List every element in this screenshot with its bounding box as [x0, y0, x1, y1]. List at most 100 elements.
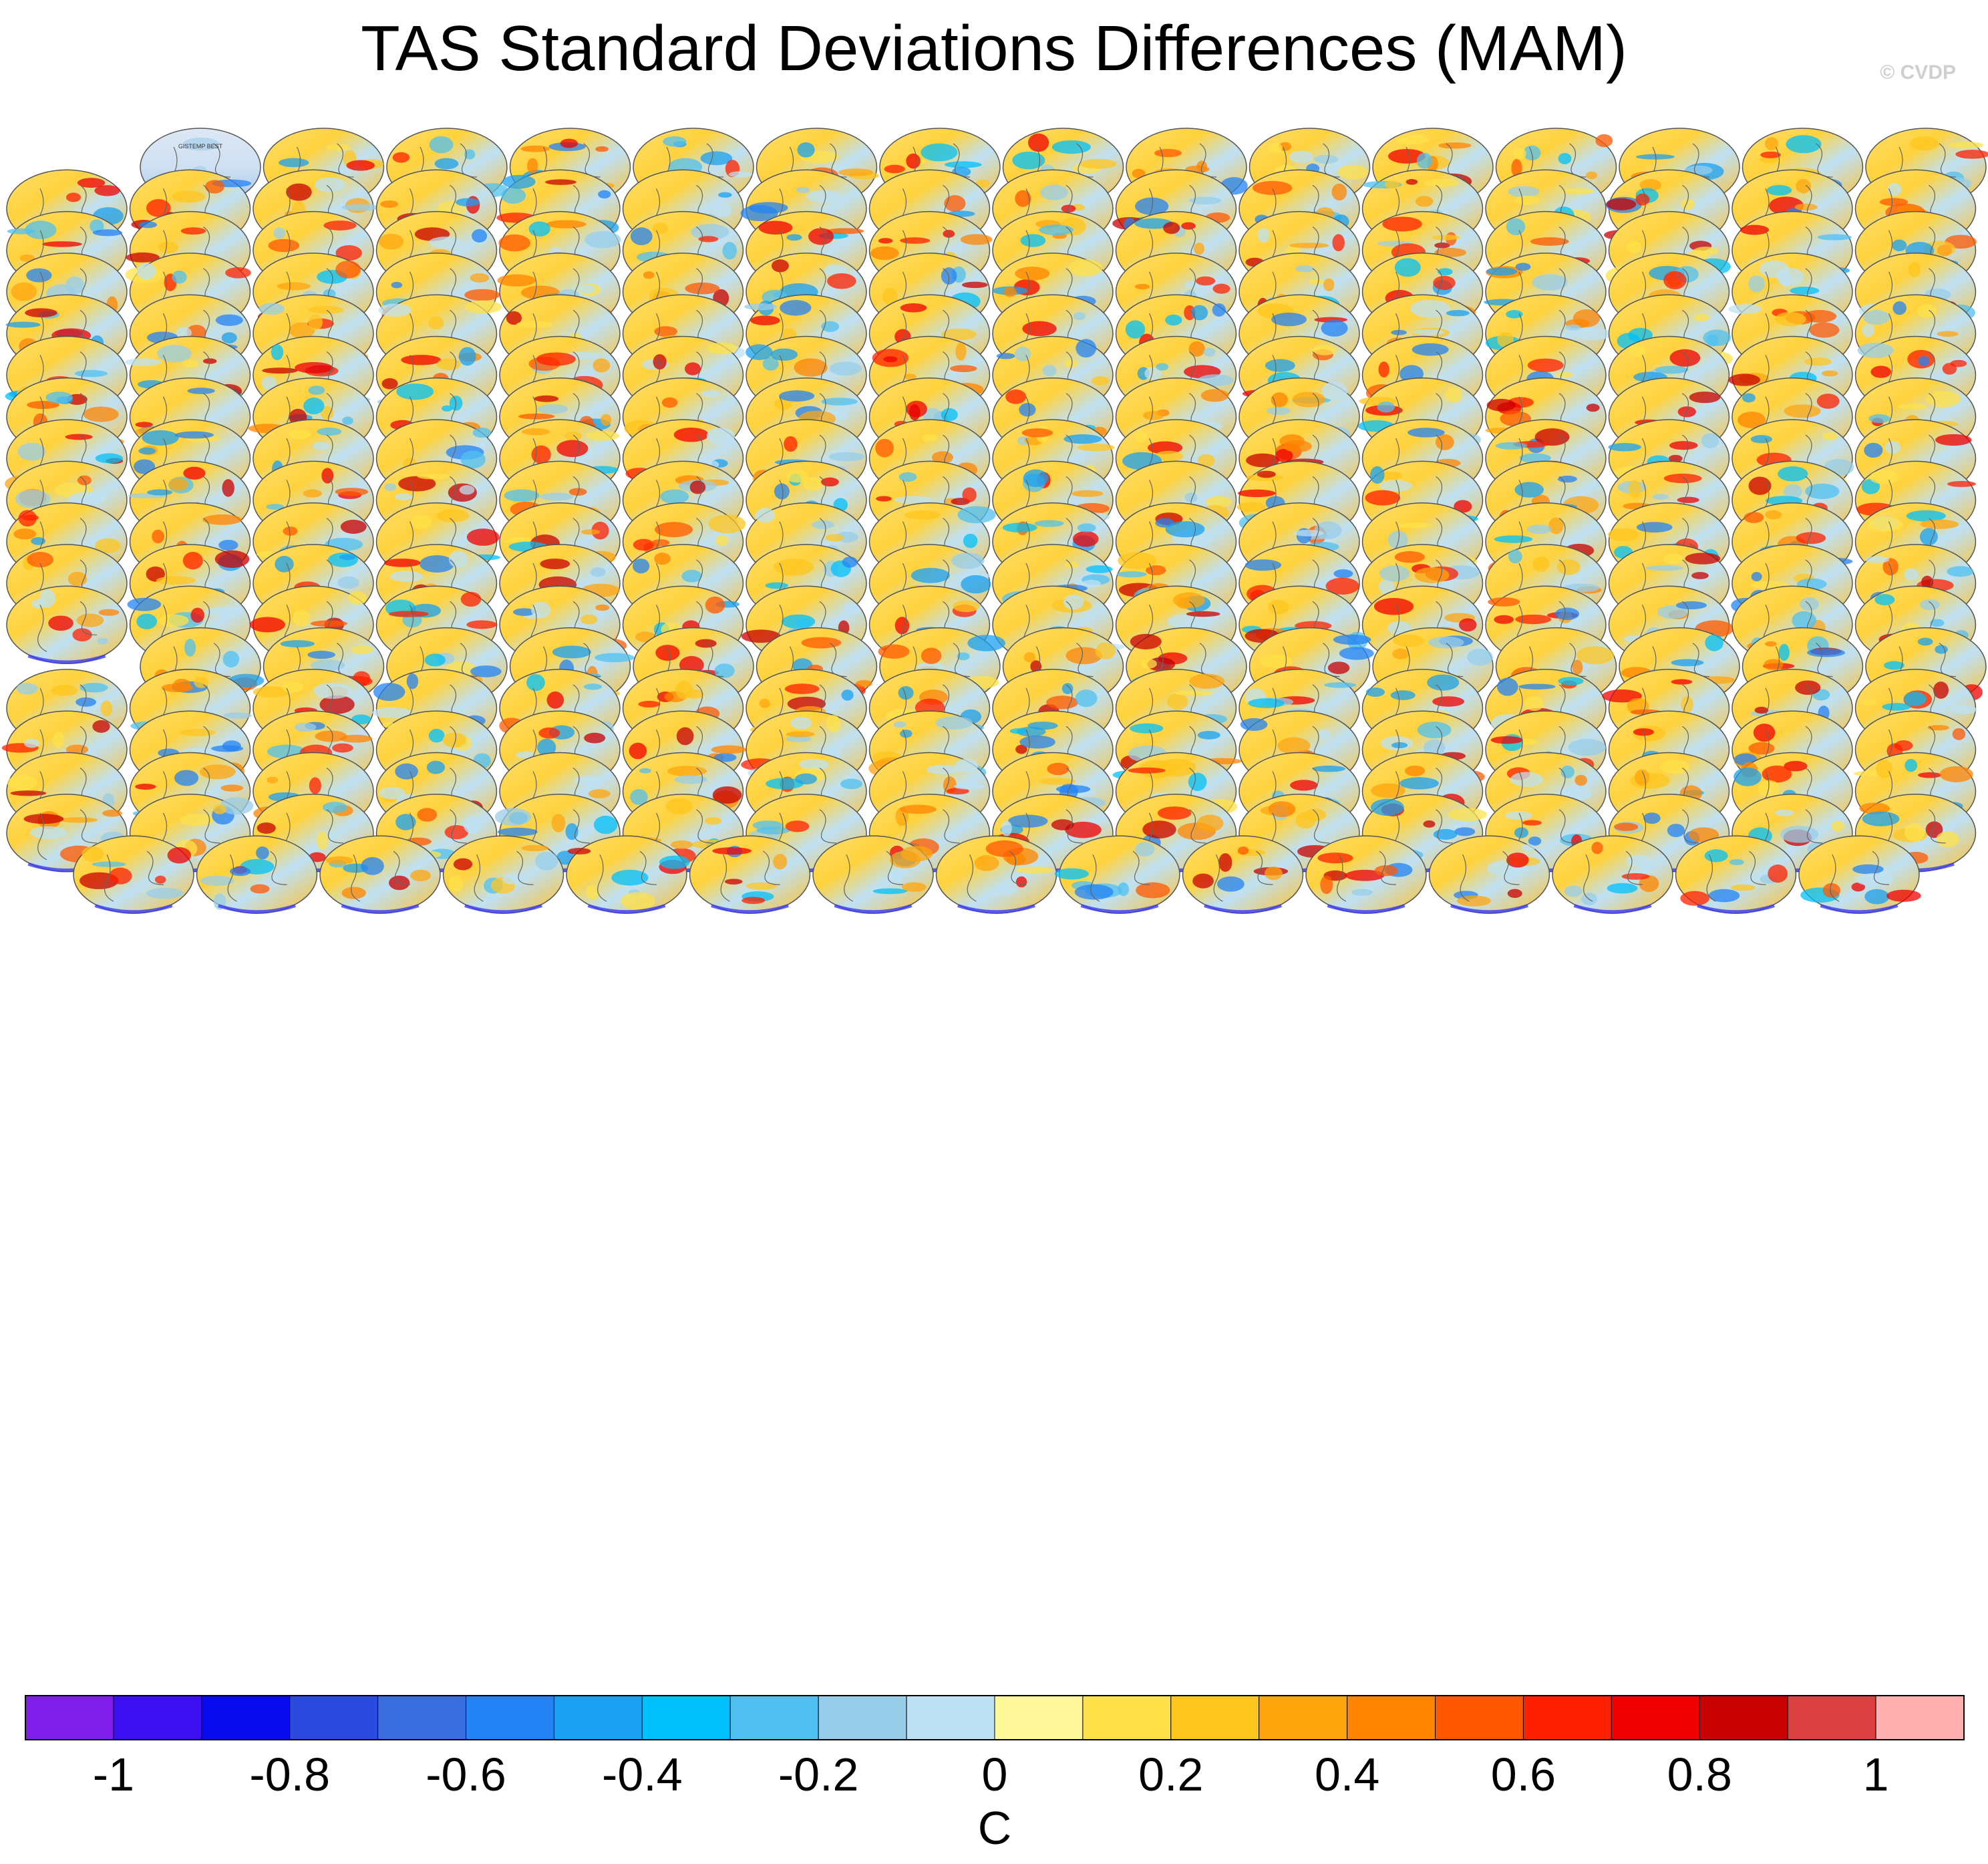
colorbar-segment [1522, 1695, 1612, 1740]
anomaly-blob [1073, 311, 1086, 321]
anomaly-blob [722, 242, 737, 260]
anomaly-blob [502, 174, 536, 189]
anomaly-blob [1078, 443, 1115, 452]
anomaly-blob [1497, 332, 1514, 347]
anomaly-blob [429, 136, 454, 154]
anomaly-blob [124, 358, 162, 366]
colorbar-segment [1259, 1695, 1348, 1740]
anomaly-blob [1246, 453, 1280, 468]
anomaly-blob [1412, 343, 1449, 356]
anomaly-blob [1486, 267, 1518, 276]
anomaly-blob [1669, 441, 1698, 450]
anomaly-blob [906, 153, 921, 169]
anomaly-blob [1027, 133, 1049, 152]
anomaly-blob [1040, 184, 1069, 200]
anomaly-blob [560, 138, 578, 148]
anomaly-blob [504, 489, 540, 502]
anomaly-blob [884, 164, 905, 174]
anomaly-blob [172, 190, 206, 203]
anomaly-blob [381, 378, 398, 390]
anomaly-blob [955, 342, 967, 361]
anomaly-blob [1796, 178, 1811, 194]
anomaly-blob [1142, 411, 1164, 420]
anomaly-blob [1063, 434, 1102, 444]
anomaly-blob [1134, 218, 1173, 229]
anomaly-blob [728, 171, 753, 178]
anomaly-blob [1822, 432, 1838, 440]
colorbar-segment [729, 1695, 819, 1740]
anomaly-blob [1181, 222, 1196, 230]
anomaly-blob [1668, 454, 1683, 462]
anomaly-blob [1887, 182, 1902, 196]
anomaly-blob [894, 496, 933, 504]
anomaly-blob [1728, 304, 1762, 314]
anomaly-blob [1534, 428, 1570, 446]
anomaly-blob [941, 408, 958, 422]
anomaly-blob [922, 434, 938, 442]
anomaly-blob [1527, 358, 1564, 372]
colorbar-segment [994, 1695, 1084, 1740]
anomaly-blob [501, 187, 526, 204]
anomaly-blob [42, 241, 82, 247]
anomaly-blob [174, 431, 214, 439]
anomaly-blob [1586, 171, 1598, 180]
anomaly-blob [1864, 442, 1883, 458]
anomaly-blob [459, 485, 475, 495]
anomaly-blob [180, 227, 206, 235]
anomaly-blob [83, 406, 119, 422]
colorbar-segment [553, 1695, 643, 1740]
anomaly-blob [1415, 196, 1434, 207]
anomaly-blob [1809, 322, 1840, 338]
anomaly-blob [295, 361, 333, 373]
anomaly-blob [1313, 345, 1337, 355]
anomaly-blob [1595, 134, 1613, 148]
anomaly-blob [65, 276, 84, 295]
anomaly-blob [1193, 243, 1205, 255]
anomaly-blob [663, 136, 687, 147]
colorbar-segment [25, 1695, 114, 1740]
colorbar-segment [1170, 1695, 1260, 1740]
anomaly-blob [156, 345, 192, 363]
anomaly-blob [660, 489, 689, 504]
anomaly-blob [1748, 275, 1765, 293]
anomaly-blob [1693, 247, 1719, 256]
anomaly-blob [428, 316, 444, 330]
anomaly-blob [521, 428, 550, 436]
anomaly-blob [898, 472, 917, 482]
anomaly-blob [685, 282, 720, 295]
anomaly-blob [1532, 274, 1568, 291]
anomaly-blob [1203, 347, 1216, 357]
anomaly-blob [1410, 299, 1450, 318]
anomaly-blob [1071, 490, 1104, 497]
anomaly-blob [380, 200, 399, 208]
anomaly-blob [379, 233, 404, 250]
anomaly-blob [1295, 265, 1315, 273]
anomaly-blob [182, 359, 199, 368]
anomaly-blob [1212, 303, 1226, 317]
anomaly-blob [94, 185, 120, 196]
anomaly-blob [545, 179, 576, 185]
anomaly-blob [1519, 453, 1552, 463]
anomaly-blob [1289, 243, 1329, 249]
anomaly-blob [1236, 502, 1266, 512]
anomaly-blob [1063, 359, 1078, 368]
anomaly-blob [796, 186, 810, 193]
anomaly-blob [630, 227, 653, 246]
anomaly-blob [1395, 135, 1428, 145]
colorbar-tick-label: -0.6 [426, 1748, 506, 1801]
anomaly-blob [1015, 267, 1050, 281]
map-panel-grid: GISTEMP BEST [1, 128, 1988, 914]
anomaly-blob [1446, 310, 1470, 317]
colorbar-tick-label: 0.8 [1667, 1748, 1732, 1801]
anomaly-blob [308, 314, 323, 331]
anomaly-blob [1134, 283, 1150, 290]
anomaly-blob [1196, 276, 1216, 286]
anomaly-blob [335, 245, 362, 261]
anomaly-blob [1949, 141, 1983, 149]
anomaly-blob [1703, 329, 1731, 346]
anomaly-blob [442, 405, 453, 412]
anomaly-blob [1012, 151, 1045, 170]
anomaly-blob [1766, 184, 1792, 196]
anomaly-blob [1237, 489, 1276, 498]
anomaly-blob [758, 220, 793, 235]
